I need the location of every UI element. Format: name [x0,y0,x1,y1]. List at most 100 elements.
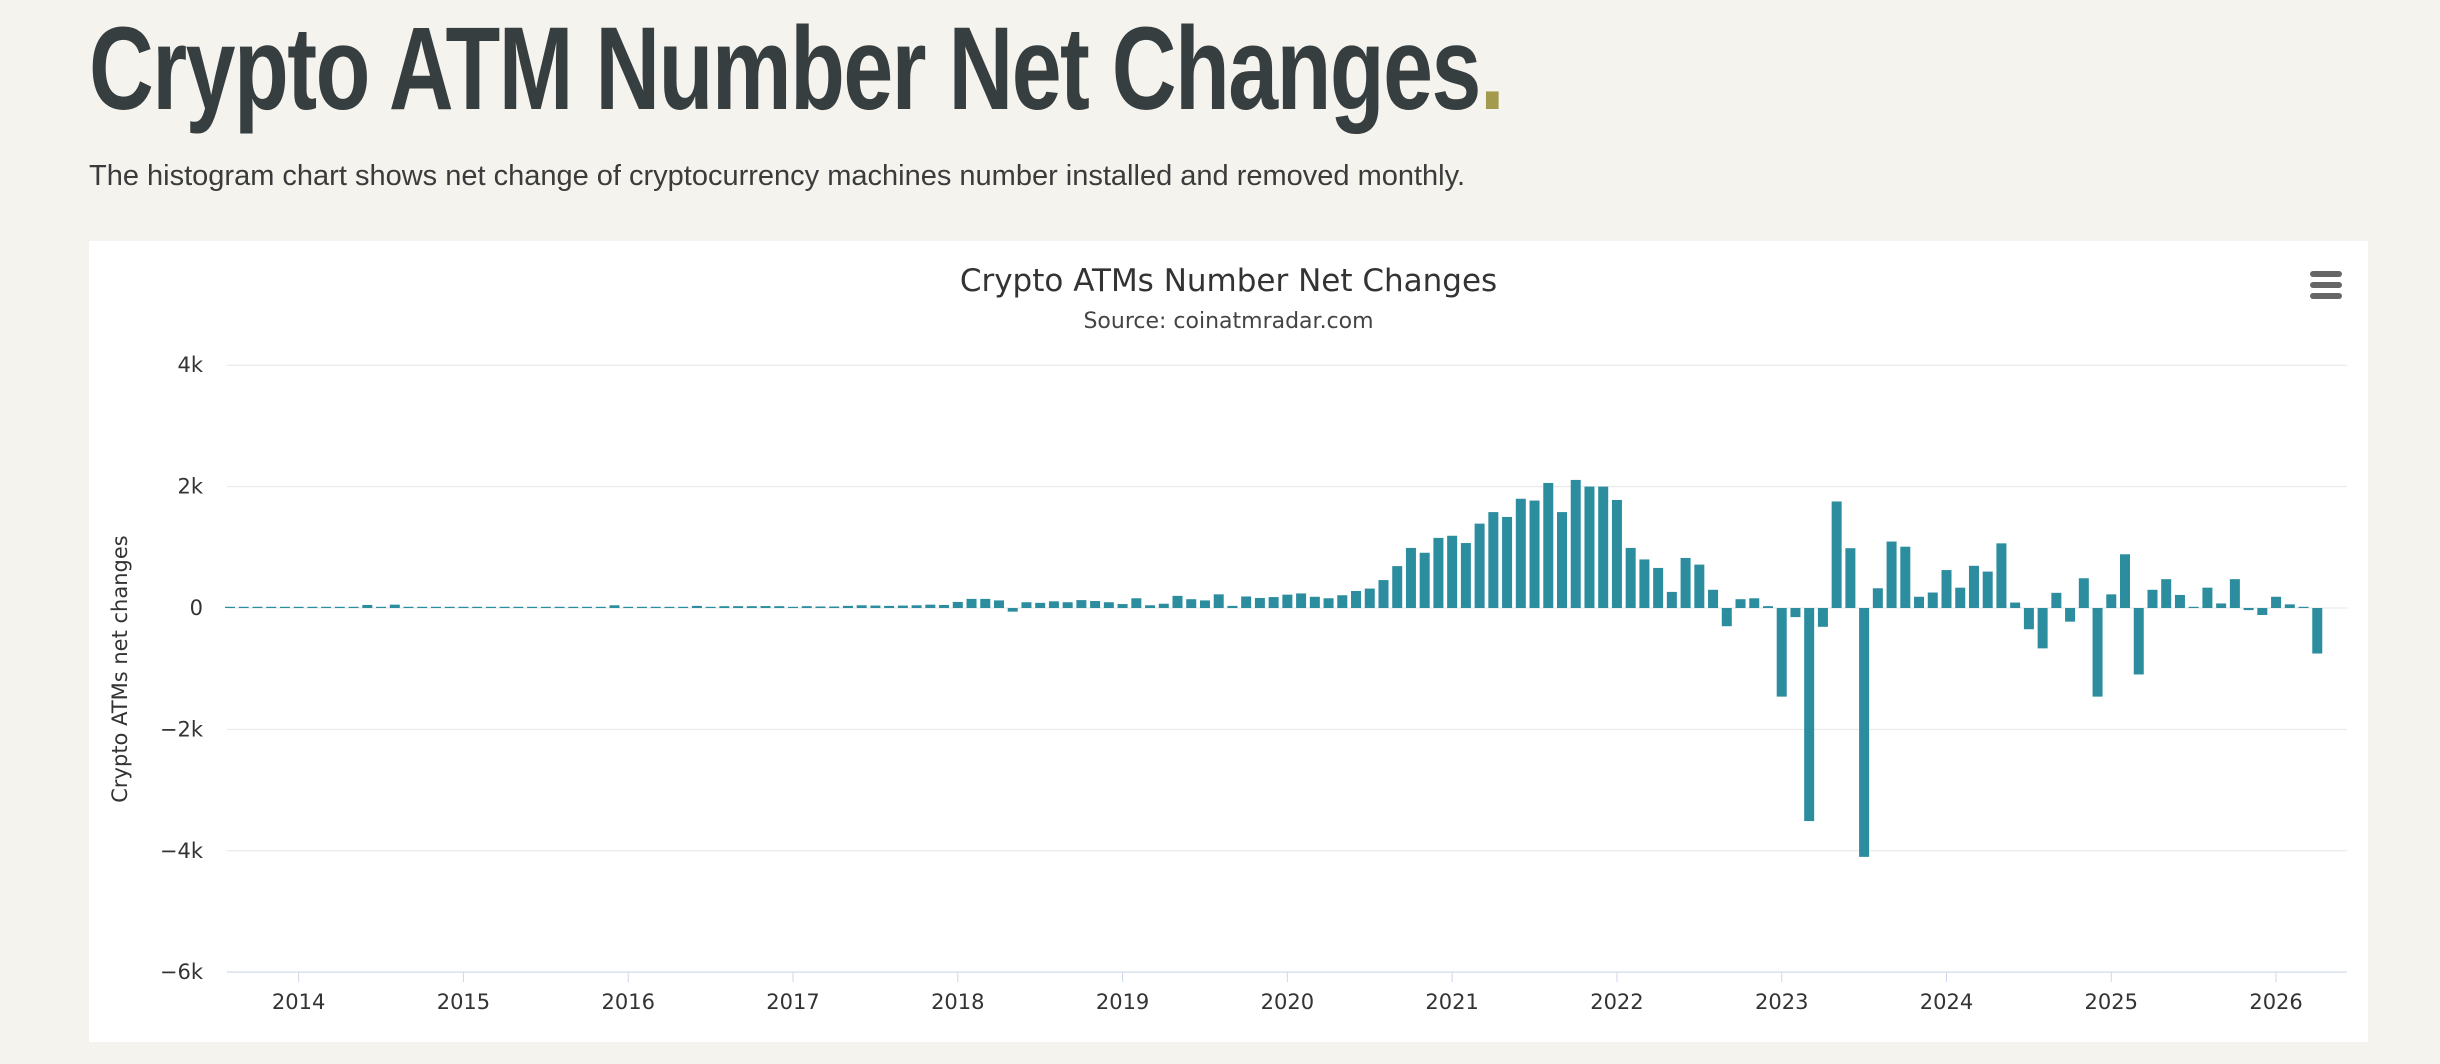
bar[interactable] [636,606,647,608]
chart-menu-button[interactable] [2308,269,2344,301]
bar[interactable] [2078,578,2089,608]
bar[interactable] [733,606,744,608]
bar[interactable] [2133,608,2144,675]
bar[interactable] [1914,596,1925,608]
bar[interactable] [1392,566,1403,608]
bar[interactable] [2147,589,2158,608]
bar[interactable] [623,606,634,608]
bar[interactable] [1474,523,1485,608]
bar[interactable] [362,604,373,608]
bar[interactable] [1790,608,1801,618]
bar[interactable] [1886,541,1897,608]
bar[interactable] [609,605,620,608]
bar[interactable] [2257,608,2268,615]
bar[interactable] [1254,597,1265,608]
bar[interactable] [403,606,414,608]
bar[interactable] [1502,516,1513,608]
bar[interactable] [1543,482,1554,608]
bar[interactable] [1309,596,1320,608]
bar[interactable] [678,606,689,608]
bar[interactable] [1405,547,1416,608]
bar[interactable] [1076,600,1087,608]
bar[interactable] [1460,543,1471,608]
bar[interactable] [1708,589,1719,608]
bar[interactable] [1172,595,1183,608]
bar[interactable] [1872,588,1883,608]
bar[interactable] [389,604,400,608]
bar[interactable] [430,606,441,608]
bar[interactable] [554,606,565,608]
bar[interactable] [1666,591,1677,608]
bar[interactable] [1941,570,1952,608]
bar[interactable] [1048,601,1059,608]
bar[interactable] [2188,606,2199,608]
bar[interactable] [2271,596,2282,608]
bar[interactable] [719,606,730,608]
bar[interactable] [746,606,757,608]
bar[interactable] [966,598,977,608]
bar[interactable] [1625,547,1636,608]
bar[interactable] [842,605,853,608]
bar[interactable] [1749,598,1760,608]
bar[interactable] [664,606,675,608]
bar[interactable] [485,606,496,608]
bar[interactable] [1762,606,1773,608]
bar[interactable] [1982,571,1993,608]
bar[interactable] [1735,599,1746,608]
bar[interactable] [1323,598,1334,608]
bar[interactable] [1584,486,1595,608]
bar[interactable] [1364,588,1375,608]
bar[interactable] [1598,486,1609,608]
bar[interactable] [939,604,950,608]
bar[interactable] [472,606,483,608]
bar[interactable] [1927,592,1938,608]
bar[interactable] [1117,604,1128,608]
bar[interactable] [2216,603,2227,608]
bar[interactable] [2023,608,2034,630]
bar[interactable] [444,606,455,608]
bar[interactable] [1680,557,1691,608]
bar[interactable] [2051,592,2062,608]
bar[interactable] [279,606,290,608]
bar[interactable] [980,598,991,608]
bar[interactable] [1296,593,1307,608]
bar[interactable] [2106,594,2117,608]
bar[interactable] [1570,479,1581,608]
bar[interactable] [307,606,318,608]
bar[interactable] [1131,598,1142,608]
bar[interactable] [1831,501,1842,608]
bar[interactable] [760,606,771,608]
bar[interactable] [266,606,277,608]
bar[interactable] [225,606,235,608]
bar[interactable] [815,606,826,608]
bar[interactable] [993,600,1004,608]
bar[interactable] [582,606,593,608]
bar[interactable] [1282,594,1293,608]
bar[interactable] [1694,564,1705,608]
bar[interactable] [568,606,579,608]
bar[interactable] [1158,603,1169,608]
bar[interactable] [1639,559,1650,608]
bar[interactable] [897,605,908,608]
bar[interactable] [925,604,936,608]
bar[interactable] [1021,602,1032,608]
bar[interactable] [252,606,263,608]
bar[interactable] [705,606,716,608]
bar[interactable] [1488,512,1499,608]
bar[interactable] [1337,595,1348,608]
bar[interactable] [829,606,840,608]
bar[interactable] [376,606,387,608]
bar[interactable] [2092,608,2103,697]
bar[interactable] [911,605,922,608]
bar[interactable] [2037,608,2048,649]
bar[interactable] [2229,579,2240,608]
bar[interactable] [870,605,881,608]
bar[interactable] [1227,605,1238,608]
bar[interactable] [1653,567,1664,608]
bar[interactable] [1557,512,1568,608]
bar[interactable] [1721,608,1732,627]
bar[interactable] [1007,608,1018,612]
bar[interactable] [1955,587,1966,608]
bar[interactable] [2202,587,2213,608]
bar[interactable] [801,606,812,608]
